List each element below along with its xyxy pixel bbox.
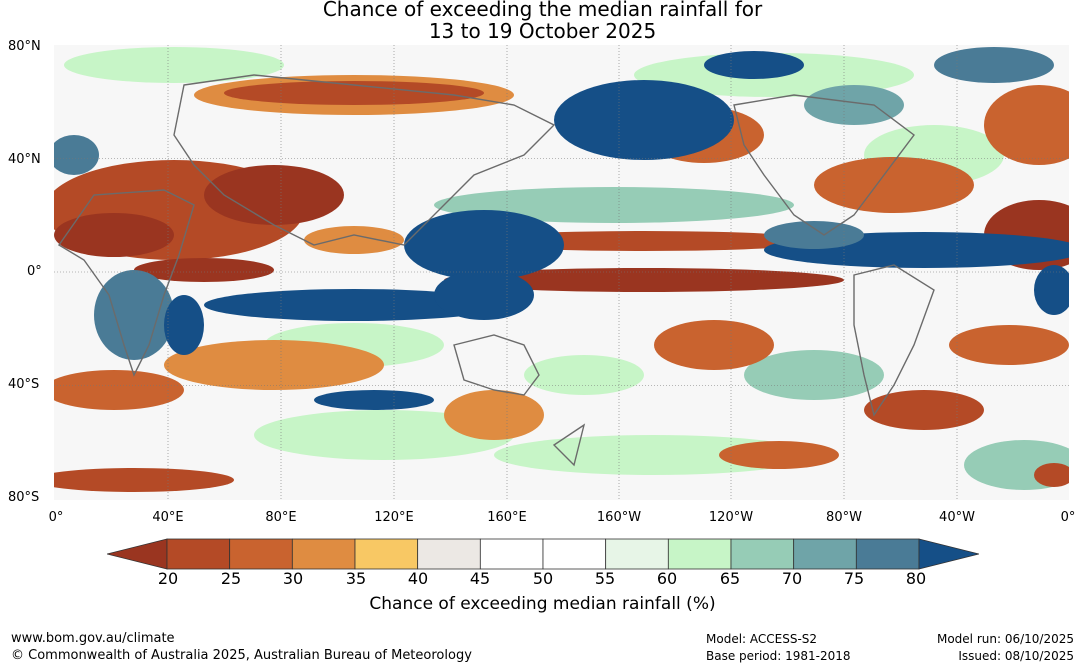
colorbar-tick: 75 — [843, 569, 865, 588]
colorbar-swatch — [730, 538, 795, 570]
footer-copyright: © Commonwealth of Australia 2025, Austra… — [11, 648, 472, 663]
colorbar-swatch — [291, 538, 356, 570]
map-anomaly-patches — [54, 47, 1069, 492]
colorbar-swatch — [417, 538, 481, 570]
footer-model-run: Model run: 06/10/2025 — [936, 632, 1074, 646]
colorbar-extend-low — [107, 538, 168, 570]
footer-site: www.bom.gov.au/climate — [11, 631, 175, 646]
colorbar-tick: 55 — [594, 569, 616, 588]
colorbar-swatch — [354, 538, 419, 570]
map-grid — [54, 45, 1069, 500]
colorbar-tick: 30 — [282, 569, 304, 588]
lon-label-40e: 40°E — [152, 510, 184, 525]
map-title-line1: Chance of exceeding the median rainfall … — [322, 0, 763, 21]
rainfall-probability-map — [54, 45, 1069, 500]
lat-label-80s: 80°S — [8, 490, 40, 505]
lat-label-80n: 80°N — [8, 39, 41, 54]
colorbar-swatch — [542, 538, 607, 570]
colorbar-tick: 25 — [220, 569, 242, 588]
colorbar-tick: 40 — [407, 569, 429, 588]
map-title-line2: 13 to 19 October 2025 — [428, 19, 657, 43]
lon-label-160e: 160°E — [487, 510, 527, 525]
colorbar-swatch — [229, 538, 293, 570]
colorbar — [107, 538, 979, 570]
lon-label-40w: 40°W — [939, 510, 975, 525]
colorbar-extend-high — [918, 538, 979, 570]
lon-label-120w: 120°W — [708, 510, 754, 525]
colorbar-tick: 20 — [157, 569, 179, 588]
lon-label-160w: 160°W — [596, 510, 642, 525]
colorbar-tick: 70 — [781, 569, 803, 588]
lon-label-80w: 80°W — [826, 510, 862, 525]
footer-base-period: Base period: 1981-2018 — [706, 649, 851, 663]
lat-label-equator: 0° — [27, 264, 42, 279]
lon-label-0: 0° — [48, 510, 64, 525]
colorbar-tick: 80 — [905, 569, 927, 588]
colorbar-swatch — [667, 538, 732, 570]
lon-label-80e: 80°E — [265, 510, 297, 525]
colorbar-swatch — [793, 538, 857, 570]
colorbar-label: Chance of exceeding median rainfall (%) — [369, 594, 716, 614]
colorbar-tick: 50 — [532, 569, 554, 588]
footer-issued: Issued: 08/10/2025 — [958, 649, 1074, 663]
colorbar-tick: 35 — [345, 569, 367, 588]
footer-model: Model: ACCESS-S2 — [706, 632, 818, 646]
colorbar-tick: 45 — [469, 569, 491, 588]
lat-label-40n: 40°N — [8, 152, 41, 167]
colorbar-swatch — [166, 538, 231, 570]
lon-label-120e: 120°E — [374, 510, 414, 525]
colorbar-swatch — [855, 538, 920, 570]
lat-label-40s: 40°S — [8, 377, 40, 392]
colorbar-swatch — [479, 538, 544, 570]
colorbar-swatch — [605, 538, 669, 570]
lon-label-0-east: 0° — [1060, 510, 1076, 525]
colorbar-tick: 65 — [719, 569, 741, 588]
coastlines — [57, 74, 935, 467]
colorbar-tick: 60 — [656, 569, 678, 588]
